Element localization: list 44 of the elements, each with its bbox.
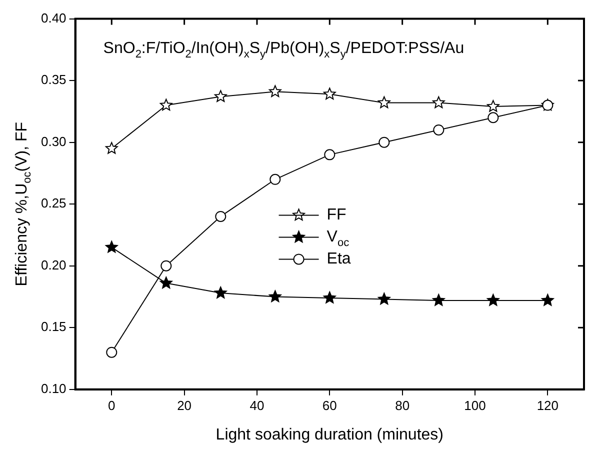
y-tick-label: 0.40 <box>40 10 66 26</box>
legend-label: Eta <box>326 250 351 268</box>
point <box>268 85 282 98</box>
point <box>488 112 499 124</box>
legend-label: FF <box>326 206 347 224</box>
point <box>432 96 445 108</box>
point <box>486 294 500 306</box>
point <box>541 294 554 306</box>
x-tick-label: 80 <box>395 398 410 413</box>
point <box>105 142 118 154</box>
point <box>270 174 281 185</box>
y-tick-label: 0.15 <box>40 319 66 334</box>
point <box>268 290 282 302</box>
point <box>378 136 390 148</box>
point <box>105 240 118 253</box>
point <box>214 286 227 298</box>
point <box>324 149 336 160</box>
y-tick-label: 0.25 <box>40 196 66 211</box>
x-tick-label: 100 <box>464 398 486 413</box>
y-tick-label: 0.20 <box>40 257 66 272</box>
y-axis-title: Efficiency %,Uoc(V), FF <box>13 122 34 286</box>
x-tick-label: 40 <box>250 398 264 413</box>
y-tick-label: 0.35 <box>40 72 66 88</box>
point <box>432 294 445 306</box>
x-tick-label: 0 <box>108 398 116 413</box>
point <box>160 98 172 111</box>
point <box>106 346 118 358</box>
point <box>542 100 554 111</box>
point <box>160 260 172 272</box>
x-tick-label: 60 <box>322 398 337 413</box>
point <box>486 100 500 112</box>
x-tick-label: 20 <box>177 398 192 413</box>
point <box>215 210 226 222</box>
point <box>323 291 336 304</box>
x-axis-title: Light soaking duration (minutes) <box>216 426 444 444</box>
y-tick-label: 0.10 <box>40 380 66 396</box>
point <box>433 124 444 136</box>
point <box>323 88 336 100</box>
y-tick-label: 0.30 <box>40 134 66 149</box>
point <box>214 90 227 102</box>
x-tick-label: 120 <box>536 398 559 413</box>
point <box>160 276 172 289</box>
point <box>378 292 390 305</box>
point <box>378 96 390 108</box>
